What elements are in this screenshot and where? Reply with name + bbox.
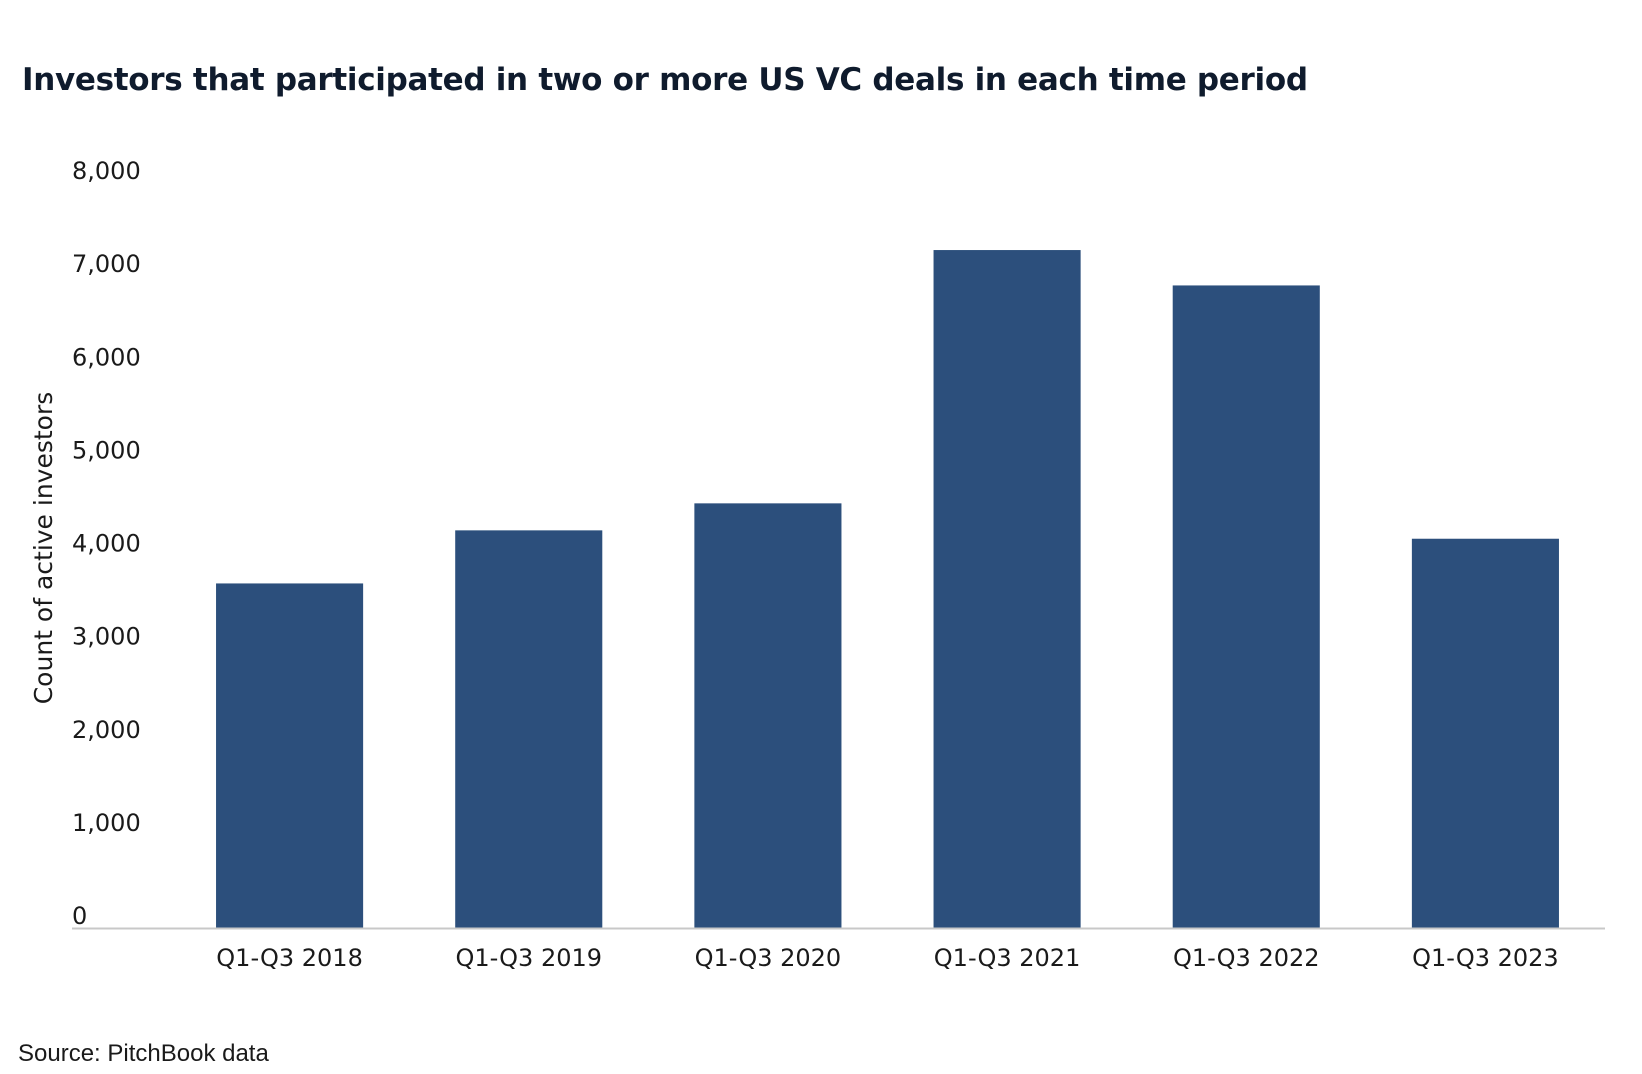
y-tick-label: 2,000 [72, 716, 141, 744]
bars [216, 250, 1559, 929]
y-tick-label: 8,000 [72, 157, 141, 185]
y-tick-label: 6,000 [72, 343, 141, 371]
y-tick-label: 1,000 [72, 809, 141, 837]
bar [933, 250, 1081, 929]
x-tick-label: Q1-Q3 2020 [695, 944, 842, 972]
x-tick-label: Q1-Q3 2018 [216, 944, 363, 972]
y-tick-label: 5,000 [72, 436, 141, 464]
bar [216, 583, 364, 928]
x-tick-label: Q1-Q3 2022 [1173, 944, 1320, 972]
bar [1411, 538, 1559, 928]
y-tick-label: 3,000 [72, 623, 141, 651]
y-axis-ticks: 0 1,000 2,000 3,000 4,000 5,000 6,000 7,000 8,00… [72, 157, 141, 930]
x-axis-ticks: Q1-Q3 2018 Q1-Q3 2019 Q1-Q3 2020 Q1-Q3 2021… [216, 944, 1558, 972]
y-tick-label: 4,000 [72, 530, 141, 558]
x-tick-label: Q1-Q3 2019 [455, 944, 602, 972]
y-tick-label: 0 [72, 902, 87, 930]
source-note: Source: PitchBook data [18, 1040, 269, 1067]
bar [1172, 285, 1320, 928]
y-tick-label: 7,000 [72, 250, 141, 278]
bar [455, 530, 603, 928]
y-axis-title: Count of active investors [29, 392, 58, 705]
chart-title: Investors that participated in two or mo… [22, 62, 1308, 98]
x-tick-label: Q1-Q3 2021 [934, 944, 1081, 972]
x-tick-label: Q1-Q3 2023 [1412, 944, 1559, 972]
bar [694, 503, 842, 928]
